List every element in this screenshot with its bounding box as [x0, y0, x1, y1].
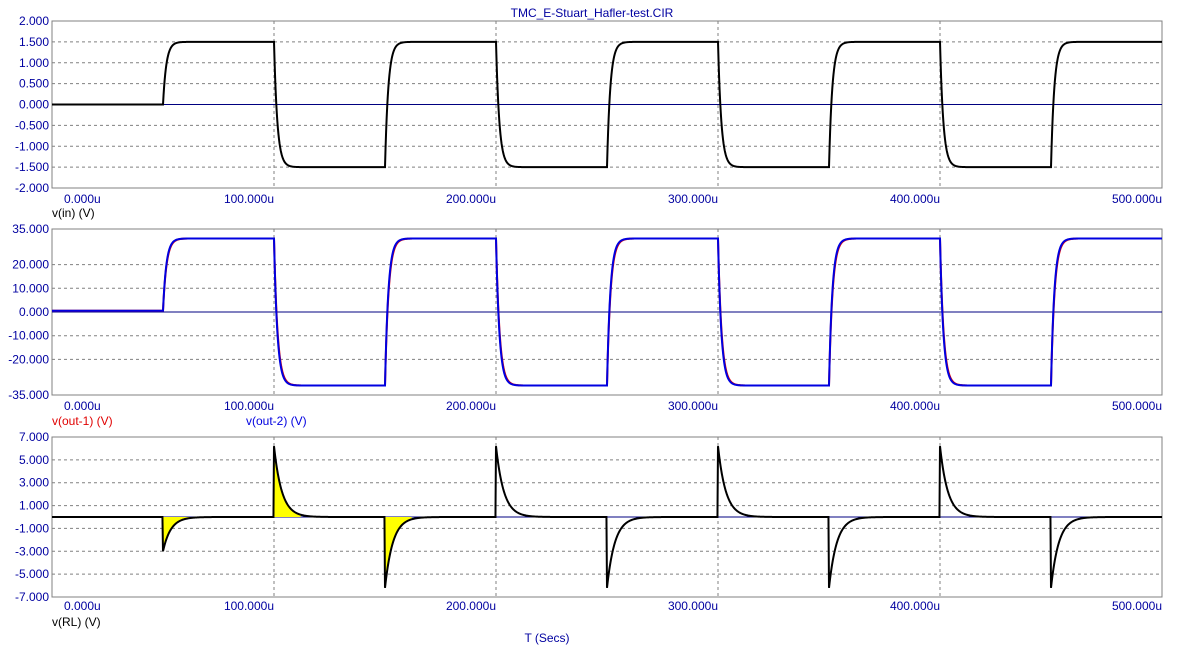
y-tick-label: -2.000	[15, 181, 49, 195]
y-tick-label: 0.000	[19, 305, 49, 319]
legend-label: v(out-2) (V)	[246, 414, 307, 428]
spike-fill	[274, 446, 301, 517]
x-tick-label: 400.000u	[890, 399, 940, 413]
y-tick-label: -20.000	[8, 352, 49, 366]
y-tick-label: 0.000	[19, 98, 49, 112]
x-tick-label: 300.000u	[668, 599, 718, 613]
y-tick-label: -1.500	[15, 160, 49, 174]
series-line-0	[52, 446, 1162, 588]
x-tick-label: 200.000u	[446, 399, 496, 413]
x-tick-label: 0.000u	[64, 399, 101, 413]
x-tick-label: 100.000u	[224, 399, 274, 413]
series-line-1	[52, 237, 1162, 387]
y-tick-label: -7.000	[15, 590, 49, 604]
spike-fill	[385, 517, 412, 588]
y-tick-label: -10.000	[8, 329, 49, 343]
x-tick-label: 100.000u	[224, 599, 274, 613]
legend-label: v(out-1) (V)	[52, 414, 113, 428]
x-tick-label: 0.000u	[64, 192, 101, 206]
y-tick-label: -0.500	[15, 118, 49, 132]
x-tick-label: 300.000u	[668, 192, 718, 206]
y-tick-label: 5.000	[19, 453, 49, 467]
x-axis-title: T (Secs)	[524, 631, 569, 645]
y-tick-label: -1.000	[15, 521, 49, 535]
y-tick-label: -35.000	[8, 388, 49, 402]
x-tick-label: 200.000u	[446, 599, 496, 613]
legend-label: v(in) (V)	[52, 206, 95, 220]
y-tick-label: 10.000	[12, 281, 49, 295]
y-tick-label: -1.000	[15, 139, 49, 153]
y-tick-label: 1.500	[19, 35, 49, 49]
x-tick-label: 400.000u	[890, 192, 940, 206]
x-tick-label: 500.000u	[1112, 599, 1162, 613]
x-tick-label: 500.000u	[1112, 399, 1162, 413]
series-line-0	[52, 40, 1162, 169]
x-tick-label: 100.000u	[224, 192, 274, 206]
legend-label: v(RL) (V)	[52, 615, 101, 629]
panel-vin: 2.000 1.500 1.000 0.500 0.000 -0.500 -1.000 -1.…	[15, 14, 1163, 220]
y-tick-label: -3.000	[15, 544, 49, 558]
y-tick-label: 1.000	[19, 56, 49, 70]
y-tick-label: -5.000	[15, 567, 49, 581]
y-tick-label: 3.000	[19, 476, 49, 490]
y-tick-label: 0.500	[19, 77, 49, 91]
y-tick-label: 2.000	[19, 14, 49, 28]
y-tick-label: 20.000	[12, 258, 49, 272]
spike-fill	[163, 517, 190, 552]
x-tick-label: 200.000u	[446, 192, 496, 206]
x-tick-label: 300.000u	[668, 399, 718, 413]
y-tick-label: 1.000	[19, 499, 49, 513]
panel-vout: 35.000 20.000 10.000 0.000 -10.000 -20.000 -35…	[8, 222, 1163, 428]
x-tick-label: 400.000u	[890, 599, 940, 613]
y-tick-label: 7.000	[19, 430, 49, 444]
x-tick-label: 500.000u	[1112, 192, 1162, 206]
panel-vrl: 7.000 5.000 3.000 1.000 -1.000 -3.000 -5.000 -7…	[15, 430, 1163, 629]
x-tick-label: 0.000u	[64, 599, 101, 613]
chart-title: TMC_E-Stuart_Hafler-test.CIR	[511, 6, 674, 20]
y-tick-label: 35.000	[12, 222, 49, 236]
